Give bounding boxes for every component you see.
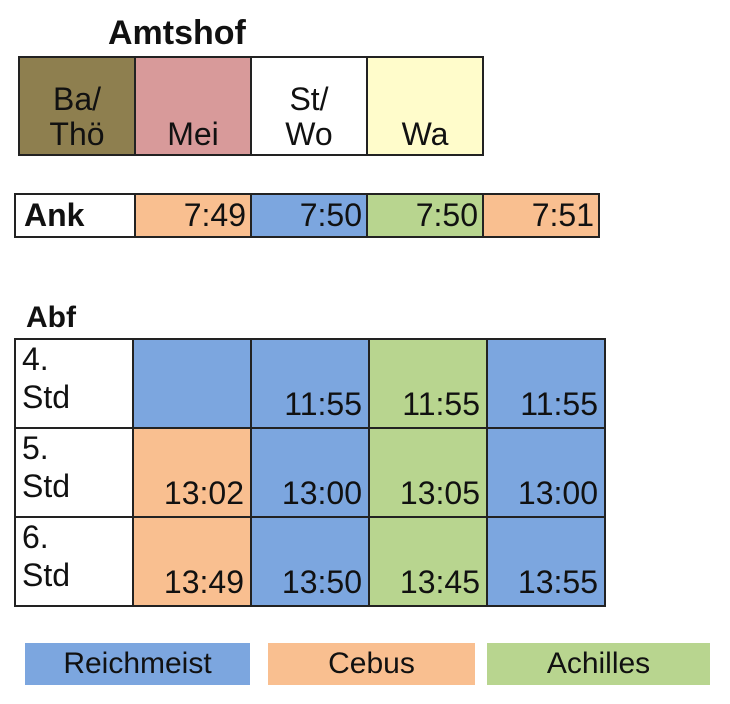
period-label: 6. Std: [14, 516, 134, 607]
legend-reichmeist: Reichmeist: [25, 643, 250, 685]
departure-time-cell: 13:00: [486, 427, 606, 518]
departure-time-cell: 13:55: [486, 516, 606, 607]
ank-row: Ank 7:49 7:50 7:50 7:51: [14, 193, 600, 238]
abf-row: 6. Std 13:49 13:50 13:45 13:55: [14, 516, 606, 607]
departure-time-cell: 11:55: [368, 338, 488, 429]
departure-time-cell: 13:50: [250, 516, 370, 607]
ank-table: Ank 7:49 7:50 7:50 7:51: [14, 193, 600, 238]
departure-time-cell: 13:05: [368, 427, 488, 518]
departure-time-cell: 13:45: [368, 516, 488, 607]
departure-time-cell: 13:02: [132, 427, 252, 518]
abf-row: 5. Std 13:02 13:00 13:05 13:00: [14, 427, 606, 518]
legend-label: Reichmeist: [63, 647, 212, 680]
ank-time-cell: 7:50: [250, 193, 368, 238]
code-cell-wa: Wa: [366, 56, 484, 156]
code-table: Ba/ Thö Mei St/ Wo Wa: [18, 56, 484, 156]
legend-achilles: Achilles: [487, 643, 710, 685]
code-cell-st-wo: St/ Wo: [250, 56, 368, 156]
code-row: Ba/ Thö Mei St/ Wo Wa: [18, 56, 484, 156]
code-cell-ba-thoe: Ba/ Thö: [18, 56, 136, 156]
abf-title: Abf: [26, 301, 76, 334]
amtshof-title: Amtshof: [108, 14, 246, 52]
departure-time-cell: 13:00: [250, 427, 370, 518]
legend-label: Cebus: [328, 647, 415, 680]
legend-cebus: Cebus: [268, 643, 475, 685]
abf-row: 4. Std 11:55 11:55 11:55: [14, 338, 606, 429]
abf-table: 4. Std 11:55 11:55 11:55 5. Std 13:02 13…: [14, 338, 606, 607]
ank-label: Ank: [14, 193, 136, 238]
ank-time-cell: 7:49: [134, 193, 252, 238]
period-label: 4. Std: [14, 338, 134, 429]
departure-time-cell: 13:49: [132, 516, 252, 607]
code-cell-mei: Mei: [134, 56, 252, 156]
ank-time-cell: 7:51: [482, 193, 600, 238]
departure-time-cell: [132, 338, 252, 429]
ank-time-cell: 7:50: [366, 193, 484, 238]
period-label: 5. Std: [14, 427, 134, 518]
departure-time-cell: 11:55: [486, 338, 606, 429]
departure-time-cell: 11:55: [250, 338, 370, 429]
legend-label: Achilles: [546, 647, 651, 680]
